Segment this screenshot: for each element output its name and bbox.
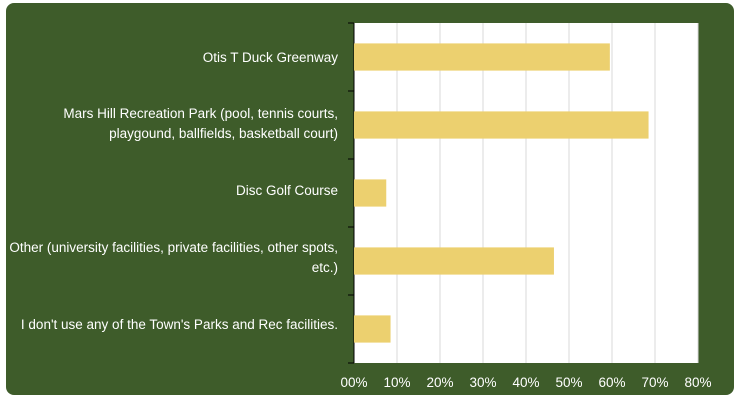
chart-frame: Otis T Duck Greenway Mars Hill Recreatio… — [6, 3, 734, 395]
category-label-none: I don't use any of the Town's Parks and … — [20, 317, 338, 332]
x-tick-label: 70% — [641, 375, 669, 390]
bar — [354, 43, 610, 71]
bar — [354, 315, 391, 343]
x-tick-label: 60% — [598, 375, 626, 390]
x-tick-label: 30% — [469, 375, 497, 390]
bar — [354, 179, 387, 207]
category-label-greenway: Otis T Duck Greenway — [202, 50, 338, 65]
category-label-other: Other (university facilities, private fa… — [9, 240, 338, 275]
x-tick-label: 20% — [426, 375, 454, 390]
category-label-mars-hill-park: Mars Hill Recreation Park (pool, tennis … — [63, 106, 338, 141]
bar — [354, 111, 649, 139]
x-tick-label: 80% — [684, 375, 712, 390]
plot-area — [348, 22, 699, 364]
bar — [354, 247, 554, 275]
x-tick-label: 40% — [512, 375, 540, 390]
category-label-disc-golf: Disc Golf Course — [235, 183, 338, 198]
x-tick-label: 50% — [555, 375, 583, 390]
x-tick-label: 00% — [340, 375, 368, 390]
x-tick-label: 10% — [383, 375, 411, 390]
